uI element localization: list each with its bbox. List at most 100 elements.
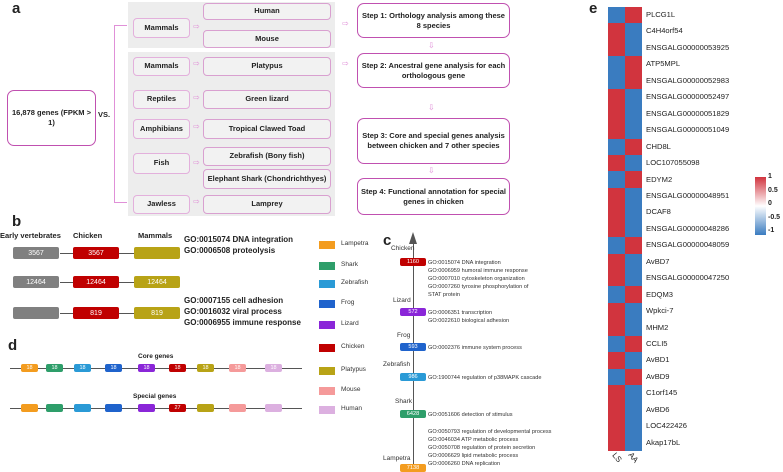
heatmap-cell-aa — [625, 204, 642, 221]
core-gene-box: 18 — [169, 364, 186, 372]
gene-label: AvBD7 — [646, 256, 670, 266]
gene-label: LOC107055098 — [646, 158, 700, 168]
gene-label: EDQM3 — [646, 289, 674, 299]
heatmap-row — [608, 417, 642, 435]
legend-label: Zebrafish — [341, 279, 369, 286]
tree-axis — [413, 244, 414, 470]
node-count-box: 1160 — [400, 258, 426, 266]
heatmap-cell-aa — [625, 72, 642, 90]
node-count-box: 593 — [400, 343, 426, 351]
gene-label: ENSGALG00000047250 — [646, 273, 730, 283]
arrow-down-icon: ⇩ — [428, 166, 435, 175]
column-header: Early vertebrates — [0, 231, 61, 240]
arrow-right-icon: ⇨ — [342, 19, 349, 28]
special-genes-label: Special genes — [133, 393, 177, 400]
gene-count-box — [134, 247, 180, 259]
legend-label: Lizard — [341, 320, 359, 327]
heatmap-cell-aa — [625, 286, 642, 303]
go-term: GO:0006260 DNA replication — [428, 461, 501, 467]
heatmap-cell-aa — [625, 7, 642, 24]
heatmap-cell-ls — [608, 352, 625, 369]
gene-count-box: 3567 — [73, 247, 119, 259]
column-header: Mammals — [138, 231, 173, 240]
heatmap-cell-aa — [625, 122, 642, 139]
heatmap-row — [608, 319, 642, 336]
node-label: Lampetra — [383, 455, 411, 462]
panel-label-d: d — [8, 337, 18, 354]
gene-label: ENSGALG00000052497 — [646, 92, 730, 102]
arrow-right-icon: ⇨ — [342, 59, 349, 68]
core-gene-box: 18 — [46, 364, 63, 372]
heatmap-row — [608, 220, 642, 238]
gene-label: EDYM2 — [646, 174, 673, 184]
species-box: Human — [203, 3, 331, 20]
heatmap-cell-aa — [625, 23, 642, 40]
node-label: Frog — [397, 332, 411, 339]
arrow-right-icon: ⇨ — [193, 122, 200, 131]
go-term: GO:0006629 lipid metabolic process — [428, 453, 519, 459]
node-count-box: 986 — [400, 373, 426, 381]
heatmap-cell-aa — [625, 154, 642, 172]
gene-label: ENSGALG00000052983 — [646, 75, 730, 85]
heatmap-cell-ls — [608, 39, 625, 57]
heatmap-cell-aa — [625, 171, 642, 188]
heatmap-cell-aa — [625, 302, 642, 320]
heatmap-cell-aa — [625, 270, 642, 287]
special-gene-box — [197, 404, 214, 412]
step-box: Step 3: Core and special genes analysis … — [357, 118, 510, 164]
heatmap-cell-aa — [625, 368, 642, 386]
bracket-bottom — [114, 202, 127, 203]
core-gene-box: 18 — [138, 364, 155, 372]
special-gene-box — [265, 404, 282, 412]
gene-label: AvBD6 — [646, 404, 670, 414]
gene-label: MHM2 — [646, 322, 669, 332]
special-gene-box — [138, 404, 155, 412]
go-term: GO:0050708 regulation of protein secreti… — [428, 445, 536, 451]
gene-count-box: 819 — [134, 307, 180, 319]
go-term: GO:0015074 DNA integration — [428, 260, 501, 266]
heatmap-cell-ls — [608, 122, 625, 139]
bracket-line — [114, 25, 115, 202]
heatmap-cell-ls — [608, 417, 625, 435]
node-count-box: 7138 — [400, 464, 426, 472]
legend-swatch — [319, 321, 335, 329]
heatmap-cell-aa — [625, 434, 642, 451]
legend-swatch — [319, 367, 335, 375]
core-gene-box: 18 — [21, 364, 38, 372]
legend-label: Mouse — [341, 386, 361, 393]
heatmap-row — [608, 204, 642, 221]
legend-swatch — [319, 280, 335, 288]
heatmap-cell-aa — [625, 39, 642, 57]
legend-swatch — [319, 241, 335, 249]
node-label: Lizard — [393, 297, 411, 304]
gene-label: Wpkci-7 — [646, 306, 674, 316]
heatmap-row — [608, 122, 642, 139]
heatmap-row — [608, 401, 642, 418]
special-gene-box — [229, 404, 246, 412]
heatmap-row — [608, 237, 642, 254]
species-box: Green lizard — [203, 90, 331, 109]
category-box: Reptiles — [133, 90, 190, 109]
special-gene-box — [46, 404, 63, 412]
core-gene-box: 18 — [265, 364, 282, 372]
special-genes-line — [10, 408, 302, 409]
heatmap-row — [608, 89, 642, 106]
heatmap-cell-ls — [608, 138, 625, 155]
heatmap-cell-ls — [608, 204, 625, 221]
arrow-right-icon: ⇨ — [193, 22, 200, 31]
legend-label: Frog — [341, 299, 355, 306]
go-term: GO:0015074 DNA integration — [184, 235, 294, 244]
gene-count-box: 12464 — [73, 276, 119, 288]
gene-count-box: 819 — [73, 307, 119, 319]
legend-label: Platypus — [341, 366, 366, 373]
gene-label: ENSGALG00000048286 — [646, 223, 730, 233]
heatmap-row — [608, 302, 642, 320]
heatmap-row — [608, 72, 642, 90]
node-label: Chicken — [391, 245, 415, 252]
heatmap-row — [608, 368, 642, 386]
heatmap-cell-aa — [625, 352, 642, 369]
heatmap-cell-ls — [608, 56, 625, 73]
heatmap-cell-ls — [608, 154, 625, 172]
go-term: GO:0022610 biological adhesion — [428, 318, 510, 324]
legend-label: Chicken — [341, 343, 365, 350]
